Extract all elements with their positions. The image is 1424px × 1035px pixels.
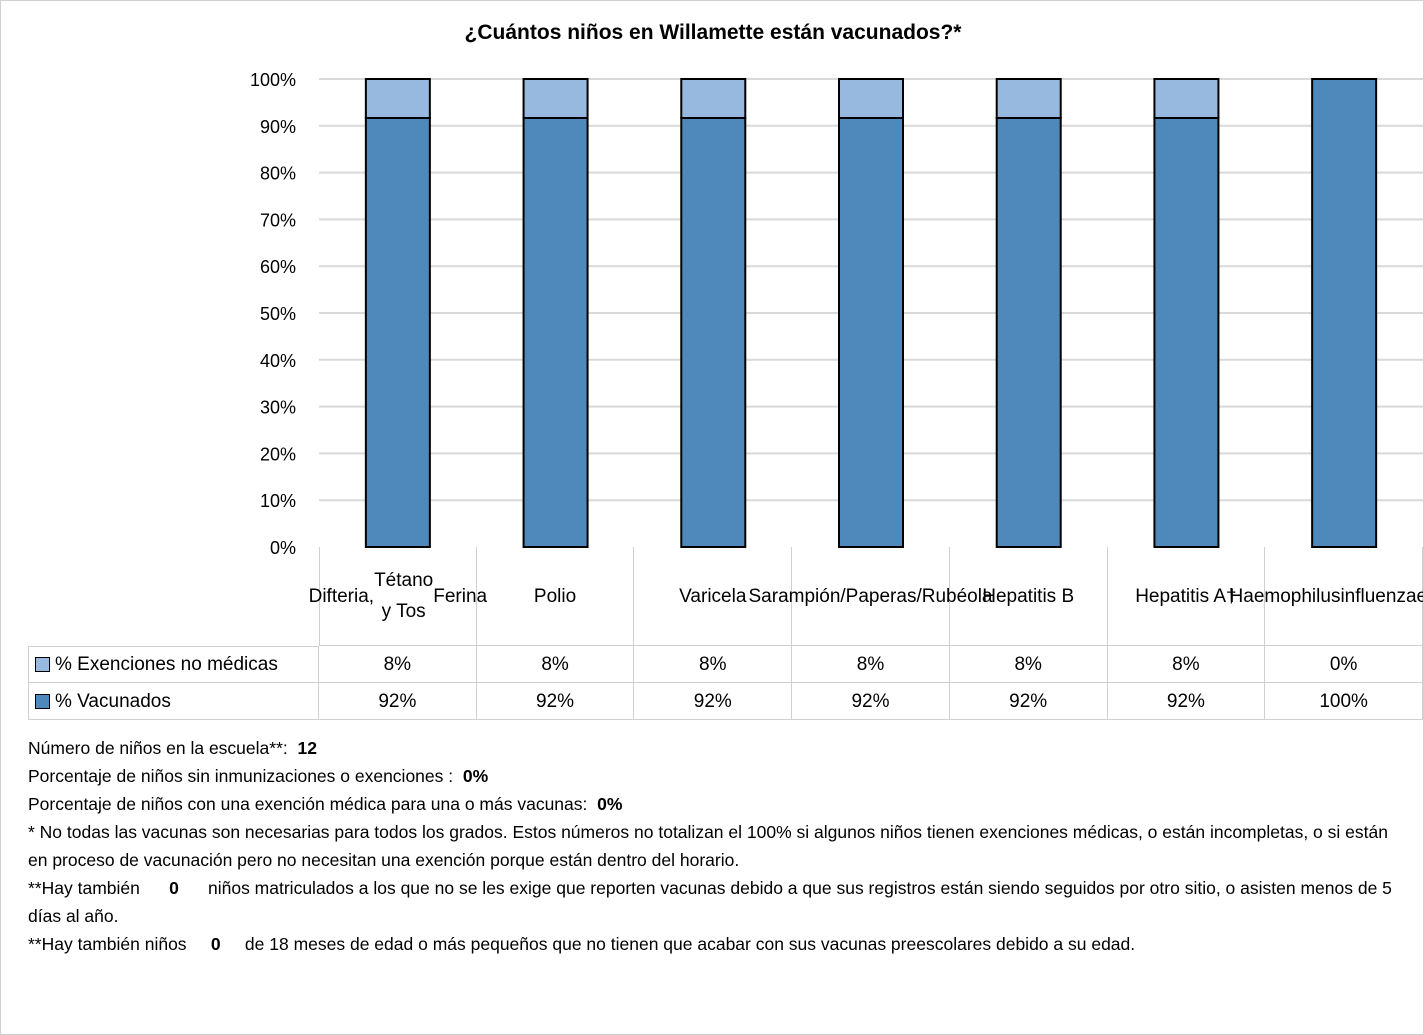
bar-segment-exenciones	[1153, 78, 1220, 119]
legend-swatch	[35, 657, 50, 672]
y-tick-label: 40%	[260, 351, 296, 371]
bar-segment-vacunados	[522, 116, 589, 548]
legend-vacunados: % Vacunados	[28, 683, 319, 720]
chart-title: ¿Cuántos niños en Willamette están vacun…	[464, 21, 962, 44]
bar-segment-vacunados	[1153, 116, 1220, 548]
y-tick-label: 20%	[260, 444, 296, 464]
category-label: Haemophilusinfluenzaetipo b	[1230, 547, 1424, 646]
note-count: Número de niños en la escuela**: 12	[28, 738, 317, 758]
category-label: Sarampión/Paperas/Rubéola	[749, 547, 993, 646]
data-label: 0%	[1265, 646, 1423, 683]
y-tick-label: 90%	[260, 117, 296, 137]
category-label-line: Haemophilus	[1229, 585, 1341, 607]
stacked-bar-chart: 0% 10% 20% 30% 40% 50% 60% 70% 80% 90% 100%	[250, 70, 1423, 558]
y-tick-label: 30%	[260, 398, 296, 418]
data-label: 92%	[1107, 683, 1266, 720]
legend-label: % Exenciones no médicas	[55, 654, 278, 675]
data-label: 92%	[792, 683, 950, 720]
category-label-line: influenzae	[1340, 585, 1424, 607]
data-label: 100%	[1265, 683, 1423, 720]
category-label-line: Polio	[533, 585, 577, 607]
data-label: 8%	[476, 646, 635, 683]
y-tick-label: 10%	[260, 491, 296, 511]
note-star: * No todas las vacunas son necesarias pa…	[28, 822, 1388, 870]
note-none: Porcentaje de niños sin inmunizaciones o…	[28, 766, 489, 786]
data-label: 92%	[319, 683, 477, 720]
bar-segment-vacunados	[995, 116, 1062, 548]
bar-segment-vacunados	[680, 116, 747, 548]
category-label-line: Ferina	[433, 585, 488, 607]
bar-segment-exenciones	[995, 78, 1062, 119]
y-tick-label: 100%	[250, 70, 296, 90]
notes: Número de niños en la escuela**: 12 Porc…	[28, 734, 1408, 958]
bar-segment-vacunados	[364, 116, 431, 548]
y-tick-label: 80%	[260, 164, 296, 184]
category-label-line: Sarampión/	[748, 585, 846, 607]
data-label: 8%	[634, 646, 793, 683]
legend-label: % Vacunados	[55, 690, 171, 712]
data-label: 8%	[949, 646, 1108, 683]
category-label-line: Rubéola	[921, 585, 993, 607]
bar-segment-exenciones	[522, 78, 589, 119]
category-label-line: Hepatitis B	[982, 585, 1075, 607]
legend-swatch	[35, 693, 50, 709]
category-label-line: Tétano y Tos	[374, 570, 434, 622]
category-label: Hepatitis A†	[1107, 547, 1266, 646]
category-label-line: Varicela	[679, 585, 747, 607]
data-label: 8%	[319, 646, 477, 683]
data-label: 92%	[634, 683, 793, 720]
bar-segment-exenciones	[680, 78, 747, 119]
note-medical: Porcentaje de niños con una exención méd…	[28, 794, 623, 814]
category-label: Hepatitis B	[949, 547, 1108, 646]
category-label-line: Hepatitis A†	[1135, 585, 1237, 607]
bar-segment-exenciones	[364, 78, 431, 119]
y-tick-label: 60%	[260, 257, 296, 277]
bar-segment-exenciones	[838, 78, 904, 119]
category-label-line: Paperas/	[845, 585, 922, 607]
data-label: 8%	[792, 646, 950, 683]
note-young: **Hay también niños 0 de 18 meses de eda…	[28, 934, 1136, 954]
category-label-line: Difteria,	[308, 585, 375, 607]
bar-segment-vacunados	[838, 116, 904, 548]
category-label: Polio	[476, 547, 635, 646]
category-label: Difteria, Tétano y Tos Ferina	[309, 547, 487, 646]
data-label: 92%	[949, 683, 1108, 720]
data-label: 8%	[1107, 646, 1266, 683]
category-label: Varicela	[634, 547, 793, 646]
y-tick-label: 0%	[270, 538, 296, 558]
bar-segment-vacunados	[1311, 78, 1378, 548]
note-other: **Hay también 0 niños matriculados a los…	[28, 878, 1392, 926]
y-tick-label: 70%	[260, 210, 296, 230]
data-label: 92%	[476, 683, 635, 720]
legend-exenciones: % Exenciones no médicas	[28, 646, 319, 683]
y-tick-label: 50%	[260, 304, 296, 324]
